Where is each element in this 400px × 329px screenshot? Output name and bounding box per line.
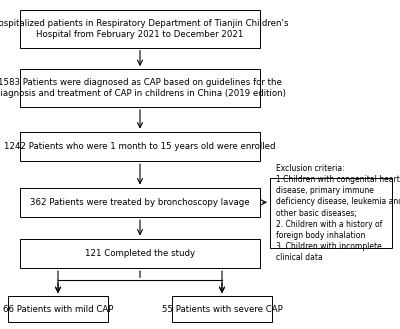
FancyBboxPatch shape bbox=[20, 10, 260, 48]
Text: Hospitalized patients in Respiratory Department of Tianjin Children's
Hospital f: Hospitalized patients in Respiratory Dep… bbox=[0, 19, 288, 39]
FancyBboxPatch shape bbox=[270, 178, 392, 248]
Text: 362 Patients were treated by bronchoscopy lavage: 362 Patients were treated by bronchoscop… bbox=[30, 198, 250, 207]
FancyBboxPatch shape bbox=[8, 296, 108, 322]
FancyBboxPatch shape bbox=[20, 239, 260, 268]
FancyBboxPatch shape bbox=[172, 296, 272, 322]
FancyBboxPatch shape bbox=[20, 69, 260, 107]
Text: 66 Patients with mild CAP: 66 Patients with mild CAP bbox=[3, 305, 113, 314]
FancyBboxPatch shape bbox=[20, 188, 260, 217]
Text: 1583 Patients were diagnosed as CAP based on guidelines for the
diagnosis and tr: 1583 Patients were diagnosed as CAP base… bbox=[0, 78, 286, 98]
Text: 121 Completed the study: 121 Completed the study bbox=[85, 249, 195, 258]
Text: 55 Patients with severe CAP: 55 Patients with severe CAP bbox=[162, 305, 282, 314]
Text: 1242 Patients who were 1 month to 15 years old were enrolled: 1242 Patients who were 1 month to 15 yea… bbox=[4, 142, 276, 151]
FancyBboxPatch shape bbox=[20, 132, 260, 161]
Text: Exclusion criteria:
1.Children with congenital heart
disease, primary immune
def: Exclusion criteria: 1.Children with cong… bbox=[276, 164, 400, 262]
